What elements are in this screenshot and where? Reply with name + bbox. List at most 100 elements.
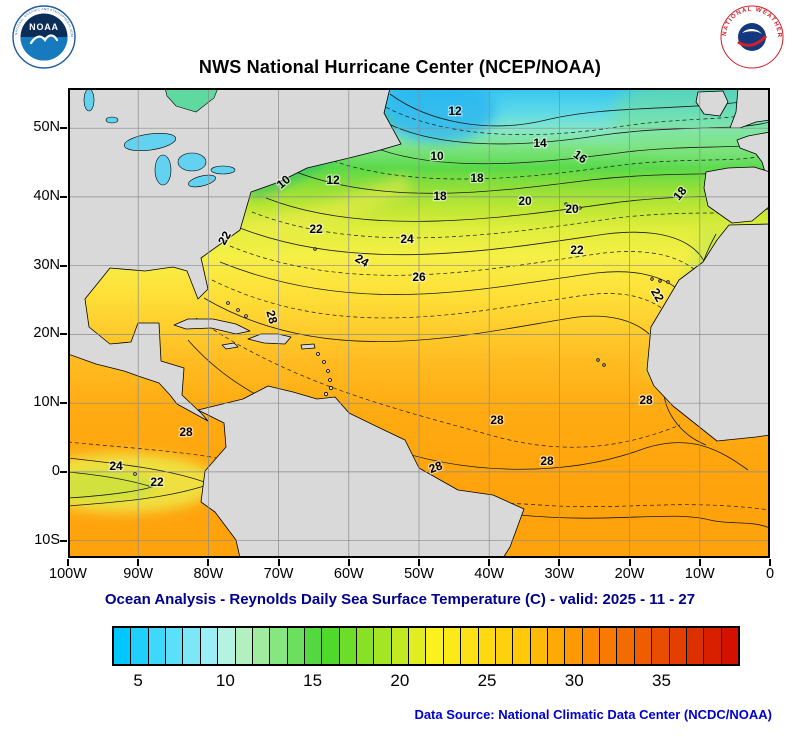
data-source: Data Source: National Climatic Data Cent… (414, 707, 772, 722)
colorbar-segment (495, 628, 514, 664)
contour-label: 24 (109, 459, 123, 473)
land-iberia (703, 166, 770, 224)
colorbar-segment (409, 628, 427, 664)
colorbar-segment (114, 628, 132, 664)
graticule (68, 88, 770, 558)
contour-label: 22 (150, 475, 164, 489)
contour-label: 18 (433, 189, 447, 203)
map-subtitle: Ocean Analysis - Reynolds Daily Sea Surf… (104, 591, 696, 608)
contour-label: 18 (470, 171, 484, 185)
lat-tick-label: 0 (51, 462, 60, 479)
colorbar-segment (357, 628, 375, 664)
colorbar-tick-label: 10 (215, 671, 235, 690)
lon-tick (418, 559, 420, 566)
lon-tick-label: 100W (49, 566, 87, 582)
lat-tick (60, 264, 67, 267)
lat-tick (60, 195, 67, 198)
colorbar-segment (478, 628, 496, 664)
colorbar-segment (322, 628, 340, 664)
colorbar-segment (547, 628, 566, 664)
colorbar-segment (634, 628, 653, 664)
contour-label: 10 (430, 149, 444, 163)
colorbar-segment (443, 628, 462, 664)
island-jamaica (221, 342, 239, 350)
colorbar-segment (200, 628, 219, 664)
colorbar-segment (235, 628, 253, 664)
island-cuba (173, 318, 251, 335)
lon-tick (347, 559, 350, 566)
lat-tick (60, 127, 67, 130)
lon-tick-label: 10W (684, 566, 715, 582)
colorbar-tick-label: 15 (303, 671, 323, 690)
lon-tick (698, 559, 701, 566)
contour-label: 22 (570, 243, 584, 257)
colorbar-tick-labels: 5 10 15 20 25 30 35 (112, 671, 740, 693)
contour-label: 20 (518, 194, 532, 208)
lat-tick-label: 20N (33, 325, 60, 342)
small-lake (105, 116, 119, 124)
colorbar-segment (252, 628, 271, 664)
colorbar-segment (374, 628, 392, 664)
lon-tick-label: 60W (333, 566, 364, 582)
colorbar-tick-label: 30 (564, 671, 584, 690)
contour-label: 28 (263, 309, 280, 326)
colorbar-segment (617, 628, 635, 664)
lake-huron (177, 152, 207, 172)
lon-tick (277, 559, 280, 566)
lon-tick (558, 559, 561, 566)
colorbar-segment (183, 628, 201, 664)
colorbar-segment (131, 628, 149, 664)
colorbar-segment (339, 628, 358, 664)
colorbar-segment (704, 628, 722, 664)
contour-label: 12 (448, 104, 462, 118)
nws-logo: NATIONAL WEATHER SERVICE (720, 5, 784, 69)
colorbar-segment (391, 628, 410, 664)
lon-tick (67, 559, 69, 566)
colorbar-segment (426, 628, 444, 664)
colorbar-segment (721, 628, 738, 664)
colorbar-tick-label: 35 (652, 671, 671, 690)
colorbar-segment (669, 628, 687, 664)
nws-cloud-icon (742, 28, 762, 34)
contour-label: 20 (565, 202, 579, 216)
noaa-wordmark: NOAA (29, 22, 59, 32)
contour-label: 14 (533, 136, 547, 150)
colorbar-tick-label: 20 (390, 671, 410, 690)
lake-superior (123, 132, 177, 152)
inland-water (83, 88, 236, 188)
contour-label: 28 (639, 393, 653, 407)
colorbar-segment (304, 628, 323, 664)
colorbar-segment (582, 628, 601, 664)
nws-swoosh-icon (737, 34, 768, 47)
colorbar-segment (565, 628, 583, 664)
land-britain (729, 88, 770, 129)
lat-tick-label: 40N (33, 187, 60, 204)
lat-tick (60, 333, 67, 336)
lat-tick-label: 10S (34, 531, 60, 548)
lon-tick (207, 559, 210, 566)
lake-michigan (154, 154, 172, 186)
colorbar-tick-label: 5 (133, 671, 143, 690)
lake-erie (188, 174, 216, 188)
colorbar-segment (686, 628, 705, 664)
lake-winnipeg (83, 88, 95, 112)
colorbar-segment (600, 628, 618, 664)
colorbar-segment (461, 628, 479, 664)
page-title: NWS National Hurricane Center (NCEP/NOAA… (198, 57, 602, 77)
lon-tick (769, 559, 771, 566)
colorbar-segment (513, 628, 531, 664)
lon-tick-label: 80W (193, 566, 224, 582)
contour-label: 28 (179, 425, 193, 439)
colorbar-segment (166, 628, 184, 664)
lake-ontario (210, 165, 236, 175)
colorbar-segment (530, 628, 548, 664)
lat-tick (60, 539, 67, 542)
land-north-america (68, 88, 402, 422)
noaa-logo: NATIONAL OCEANIC AND ATMOSPHERIC ADMINIS… (12, 5, 76, 69)
land-ireland (695, 90, 729, 117)
lon-tick-label: 90W (123, 566, 154, 582)
contour-label: 24 (400, 232, 414, 246)
colorbar-segment (218, 628, 236, 664)
